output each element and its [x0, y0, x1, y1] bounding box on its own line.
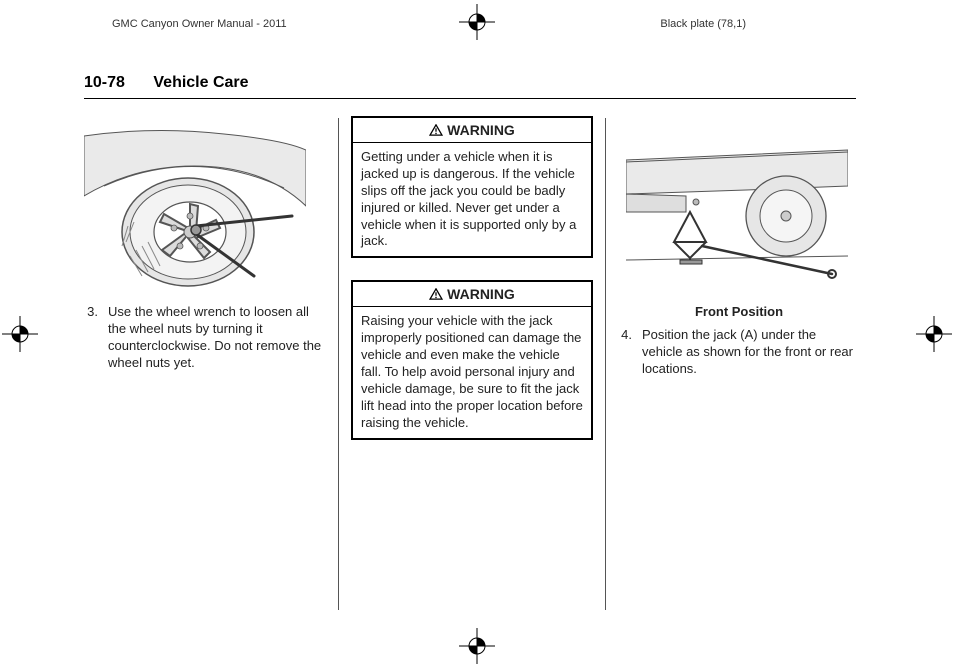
column-separator-2 — [605, 118, 606, 610]
warning-box-2: WARNING Raising your vehicle with the ja… — [351, 280, 593, 439]
section-header: 10-78 Vehicle Care — [84, 74, 856, 99]
warning-header: WARNING — [353, 118, 591, 143]
registration-mark-right — [916, 316, 952, 352]
step-text: Use the wheel wrench to loosen all the w… — [108, 304, 326, 372]
step-number: 3. — [84, 304, 108, 372]
warning-box-1: WARNING Getting under a vehicle when it … — [351, 116, 593, 258]
step-text: Position the jack (A) under the vehicle … — [642, 327, 860, 378]
warning-header: WARNING — [353, 282, 591, 307]
step-number: 4. — [618, 327, 642, 378]
warning-label: WARNING — [447, 286, 515, 302]
warning-label: WARNING — [447, 122, 515, 138]
step-3: 3. Use the wheel wrench to loosen all th… — [84, 304, 326, 372]
page-number: 10-78 — [84, 74, 125, 91]
illustration-jack-position — [626, 146, 848, 294]
illustration-caption: Front Position — [618, 304, 860, 319]
manual-page: GMC Canyon Owner Manual - 2011 Black pla… — [0, 0, 954, 668]
warning-triangle-icon — [429, 124, 443, 136]
warning-triangle-icon — [429, 288, 443, 300]
manual-name: GMC Canyon Owner Manual - 2011 — [112, 18, 287, 30]
section-title: Vehicle Care — [153, 74, 248, 91]
registration-mark-bottom — [459, 628, 495, 664]
warning-body: Getting under a vehicle when it is jacke… — [353, 143, 591, 256]
plate-label: Black plate (78,1) — [660, 18, 746, 30]
content-columns: 3. Use the wheel wrench to loosen all th… — [84, 116, 860, 626]
column-1: 3. Use the wheel wrench to loosen all th… — [84, 116, 326, 626]
column-3: Front Position 4. Position the jack (A) … — [618, 116, 860, 626]
step-4: 4. Position the jack (A) under the vehic… — [618, 327, 860, 378]
warning-body: Raising your vehicle with the jack impro… — [353, 307, 591, 437]
column-separator-1 — [338, 118, 339, 610]
column-2: WARNING Getting under a vehicle when it … — [351, 116, 593, 626]
illustration-wheel-wrench — [84, 126, 306, 288]
print-header: GMC Canyon Owner Manual - 2011 Black pla… — [0, 12, 954, 42]
registration-mark-left — [2, 316, 38, 352]
